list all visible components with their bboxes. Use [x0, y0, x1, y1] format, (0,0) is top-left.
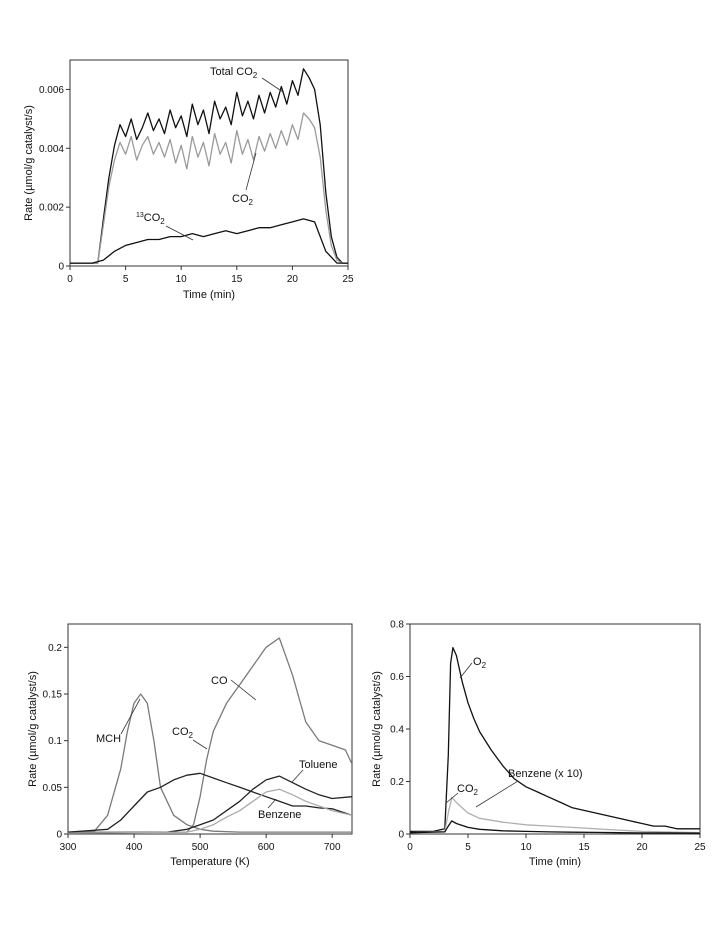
annotation-leader: [192, 739, 208, 750]
series-line-co2: [68, 772, 352, 833]
x-tick-label: 0: [407, 842, 413, 853]
y-tick-label: 0.15: [43, 690, 63, 701]
annotation-label: Toluene: [299, 759, 338, 771]
x-tick-label: 5: [465, 842, 471, 853]
annotation-text: Benzene: [258, 809, 301, 821]
annotation-subscript: 2: [474, 788, 479, 797]
series-line-co2: [70, 112, 348, 264]
annotation-leader: [459, 662, 473, 679]
x-tick-label: 400: [126, 842, 143, 853]
annotation-text: CO: [172, 726, 189, 738]
x-tick-label: 700: [324, 842, 341, 853]
annotation-leader: [261, 77, 284, 93]
y-axis-label: Rate (µmol/g catalyst/s): [23, 105, 35, 221]
y-tick-label: 0.006: [39, 85, 64, 96]
series-line-benzene-x-10-: [410, 820, 700, 834]
annotation-label: 13CO2: [136, 212, 165, 226]
series-line-co2: [410, 796, 700, 834]
x-axis-label: Time (min): [183, 289, 235, 301]
x-tick-label: 0: [67, 274, 73, 285]
annotation-superscript: 13: [136, 212, 144, 219]
annotation-label: MCH: [96, 733, 121, 745]
annotation-label: O2: [473, 656, 487, 670]
y-tick-label: 0.004: [39, 144, 64, 155]
x-tick-label: 10: [176, 274, 188, 285]
series-line-o2: [410, 646, 700, 833]
annotation-subscript: 2: [253, 71, 258, 80]
x-axis-label: Temperature (K): [170, 856, 249, 868]
annotation-subscript: 2: [189, 731, 194, 740]
annotation-label: Total CO2: [210, 66, 258, 80]
annotation-leader: [445, 792, 459, 804]
annotation-leader: [291, 769, 304, 783]
series-line-co: [68, 637, 352, 833]
annotation-subscript: 2: [160, 217, 165, 226]
annotation-leader: [165, 225, 194, 241]
y-tick-label: 0.1: [48, 736, 62, 747]
x-tick-label: 15: [578, 842, 590, 853]
annotation-leader: [120, 698, 141, 735]
annotation-leader: [245, 152, 257, 191]
annotation-label: Benzene: [258, 809, 301, 821]
plot-frame: [69, 59, 349, 267]
annotation-label: CO2: [172, 726, 194, 740]
annotation-text: CO: [144, 212, 161, 224]
y-tick-label: 0: [398, 830, 404, 841]
x-tick-label: 20: [636, 842, 648, 853]
y-tick-label: 0.2: [48, 643, 62, 654]
y-tick-label: 0.2: [390, 777, 404, 788]
annotation-text: O: [473, 656, 482, 668]
x-tick-label: 300: [60, 842, 77, 853]
annotation-text: CO: [211, 675, 228, 687]
chart-o2-time: 0 5 10 15 20 25 0 0.2 0.4 0.6 0.8 Time (min) Rate (µ…: [371, 620, 706, 869]
x-axis-label: Time (min): [529, 856, 581, 868]
annotation-label: Benzene (x 10): [508, 768, 583, 780]
y-tick-label: 0.05: [43, 783, 63, 794]
y-tick-label: 0.8: [390, 620, 404, 631]
y-tick-label: 0.6: [390, 672, 404, 683]
annotation-leader: [267, 798, 277, 809]
x-tick-label: 600: [258, 842, 275, 853]
series-line-total-co2: [70, 68, 348, 264]
annotation-text: MCH: [96, 733, 121, 745]
annotation-leader: [475, 780, 519, 808]
y-axis-label: Rate (µmol/g catalyst/s): [371, 671, 383, 787]
y-tick-label: 0: [56, 830, 62, 841]
series-line-benzene: [68, 788, 352, 834]
x-tick-label: 10: [520, 842, 532, 853]
annotation-subscript: 2: [249, 198, 254, 207]
annotation-leader: [230, 679, 257, 701]
y-tick-label: 0.002: [39, 203, 64, 214]
x-tick-label: 5: [123, 274, 129, 285]
annotation-label: CO2: [457, 783, 479, 797]
annotation-label: CO2: [232, 193, 254, 207]
plot-frame: [409, 623, 701, 835]
x-tick-label: 25: [342, 274, 354, 285]
series-line-toluene: [68, 775, 352, 834]
annotation-text: Toluene: [299, 759, 338, 771]
annotation-text: CO: [232, 193, 249, 205]
chart-co2-time: 0 5 10 15 20 25 0 0.002 0.004 0.006 Time (min) Rate…: [23, 59, 354, 301]
y-axis-label: Rate (µmol/g catalyst/s): [27, 671, 39, 787]
annotation-subscript: 2: [482, 661, 487, 670]
plot-frame: [67, 623, 353, 835]
y-tick-label: 0.4: [390, 725, 404, 736]
x-tick-label: 25: [694, 842, 706, 853]
x-tick-label: 15: [231, 274, 243, 285]
y-tick-label: 0: [58, 262, 64, 273]
annotation-text: CO: [457, 783, 474, 795]
series-line-13co2: [70, 218, 348, 264]
chart-tpd-temperature: 300 400 500 600 700 0 0.05 0.1 0.15 0.2 Temperatur…: [27, 623, 353, 868]
annotation-text: Benzene (x 10): [508, 768, 583, 780]
x-tick-label: 500: [192, 842, 209, 853]
x-tick-label: 20: [287, 274, 299, 285]
annotation-label: CO: [211, 675, 228, 687]
annotation-text: Total CO: [210, 66, 253, 78]
